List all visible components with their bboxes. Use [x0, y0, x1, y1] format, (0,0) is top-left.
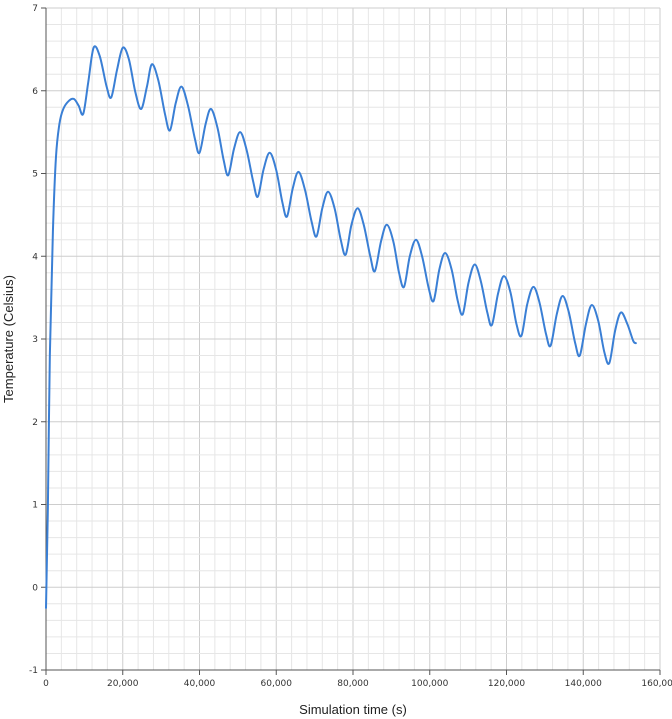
y-tick-label: 6 [32, 87, 38, 97]
x-tick-label: 20,000 [107, 679, 139, 689]
y-tick-label: 5 [32, 170, 38, 180]
y-tick-label: 4 [32, 252, 38, 262]
series-line [45, 45, 637, 609]
y-tick-label: 3 [32, 335, 38, 345]
x-axis-title: Simulation time (s) [299, 702, 407, 717]
series-layer [45, 45, 637, 609]
y-tick-label: 7 [32, 4, 38, 14]
x-tick-label: 140,000 [565, 679, 602, 689]
x-tick-label: 80,000 [337, 679, 369, 689]
tick-labels: 0 20,000 40,000 60,000 80,000 100,000 120,000 1… [29, 4, 672, 689]
axes [41, 7, 661, 675]
x-tick-label: 160,000 [641, 679, 672, 689]
x-tick-label: 60,000 [261, 679, 293, 689]
y-tick-label: 1 [32, 501, 38, 511]
grid [45, 7, 661, 671]
y-tick-label: 2 [32, 418, 38, 428]
y-axis-title: Temperature (Celsius) [1, 275, 16, 403]
x-tick-label: 120,000 [488, 679, 525, 689]
x-tick-label: 40,000 [184, 679, 216, 689]
y-tick-label: 0 [32, 583, 38, 593]
y-tick-label: -1 [29, 666, 38, 676]
x-tick-label: 100,000 [411, 679, 448, 689]
x-tick-label: 0 [43, 679, 49, 689]
